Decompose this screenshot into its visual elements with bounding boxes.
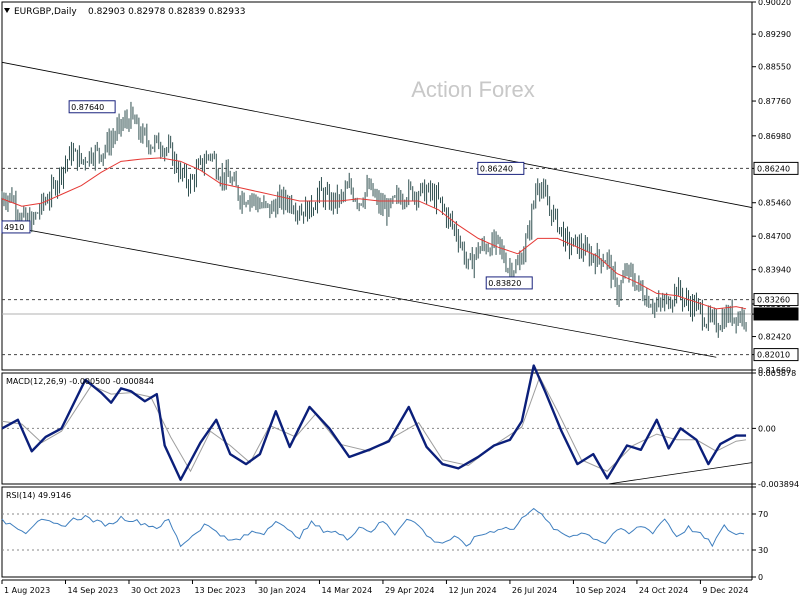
rsi-line [1, 507, 745, 548]
x-tick-label: 30 Jan 2024 [258, 586, 306, 595]
macd-signal-line [1, 375, 747, 473]
level-tag [753, 293, 799, 307]
y-tick-label: 0.84700 [758, 232, 791, 241]
y-tick-label: 0.83940 [758, 266, 791, 275]
price-annotation-box [1, 220, 31, 234]
level-tag [753, 348, 799, 362]
channel-upper-line [1, 61, 753, 208]
level-tag-label: 0.86240 [757, 164, 790, 173]
y-tick-label: 0.89290 [758, 30, 791, 39]
rsi-panel [1, 507, 752, 551]
level-tag-label: 0.83260 [757, 296, 790, 305]
y-tick-label: 0.85460 [758, 199, 791, 208]
price-annotation-label: 0.87640 [71, 103, 104, 112]
price-panel: 0.86240 0.83260 0.82010 0.82933 0.87640 0.862… [1, 61, 799, 362]
panel-frame [1, 486, 753, 578]
ohlc-readout: 0.82903 0.82978 0.82839 0.82933 [88, 7, 245, 17]
rsi-tick-label: 30 [758, 546, 768, 555]
watermark: Action Forex [411, 77, 535, 102]
header: EURGBP,Daily 0.82903 0.82978 0.82839 0.8… [4, 7, 245, 17]
rsi-title: RSI(14) 49.9146 [6, 491, 71, 500]
level-tag-label: 0.82010 [757, 351, 790, 360]
macd-title: MACD(12,26,9) -0.000500 -0.000844 [6, 377, 154, 386]
macd-tick-label: 0.00 [758, 424, 776, 433]
y-tick-label: 0.87760 [758, 97, 791, 106]
x-tick-label: 12 Jun 2024 [448, 586, 496, 595]
x-tick-label: 24 Oct 2024 [639, 586, 688, 595]
x-tick-label: 14 Mar 2024 [321, 586, 372, 595]
macd-tick-label: -0.003894 [758, 480, 799, 489]
price-annotation-label: 4910 [4, 223, 24, 232]
x-tick-label: 13 Dec 2023 [194, 586, 245, 595]
x-tick-label: 1 Aug 2023 [4, 586, 50, 595]
x-tick-label: 30 Oct 2023 [131, 586, 180, 595]
rsi-tick-label: 70 [758, 510, 768, 519]
y-tick-label: 0.90020 [758, 0, 791, 7]
macd-panel [1, 364, 753, 485]
price-annotation-label: 0.86240 [480, 164, 513, 173]
x-tick-label: 14 Sep 2023 [67, 586, 118, 595]
moving-average-line [1, 157, 747, 310]
x-tick-label: 10 Sep 2024 [575, 586, 626, 595]
x-tick-label: 29 Apr 2024 [385, 586, 434, 595]
price-annotation-box [485, 276, 533, 290]
collapse-triangle-icon[interactable] [4, 8, 10, 13]
level-tag [753, 161, 799, 175]
y-tick-label: 0.88550 [758, 63, 791, 72]
symbol-timeframe: EURGBP,Daily [14, 7, 77, 17]
macd-tick-label: 0.003878 [758, 369, 796, 378]
price-annotation-label: 0.83820 [488, 279, 521, 288]
rsi-tick-label: 0 [758, 573, 763, 582]
level-tag [753, 307, 799, 321]
y-tick-label: 0.82420 [758, 333, 791, 342]
x-tick-label: 26 Jul 2024 [512, 586, 557, 595]
x-tick-label: 9 Dec 2024 [702, 586, 748, 595]
level-tag-label: 0.82933 [757, 310, 790, 319]
y-tick-label: 0.81660 [758, 366, 791, 375]
price-annotation-box [477, 161, 525, 175]
price-annotation-box [68, 100, 116, 114]
y-tick-label: 0.86980 [758, 132, 791, 141]
ohlc-bars [1, 101, 747, 338]
channel-lower-line [1, 224, 717, 358]
macd-trendline [607, 462, 753, 485]
x-axis: 1 Aug 2023 14 Sep 2023 30 Oct 2023 13 Dec 2… [1, 579, 752, 595]
macd-main-line [1, 364, 747, 482]
